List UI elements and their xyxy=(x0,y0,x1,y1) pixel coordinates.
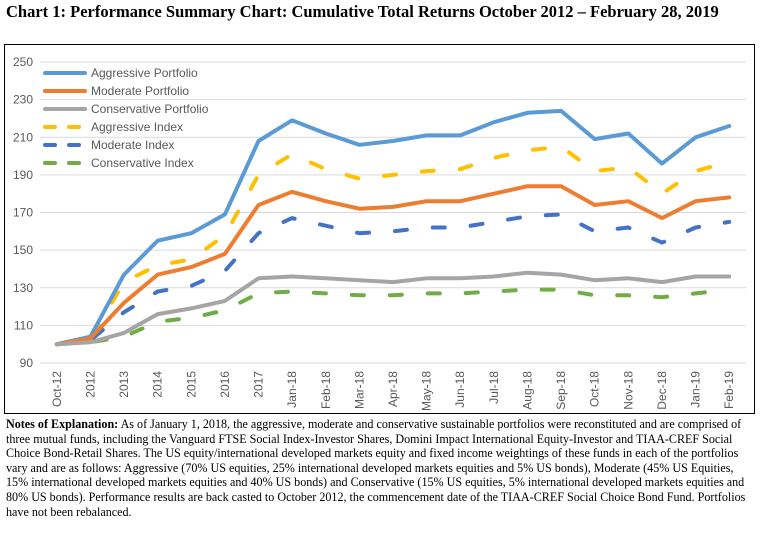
x-tick-label: Feb-19 xyxy=(722,371,736,409)
series-line-aggressive-index xyxy=(54,144,732,347)
x-tick-label: Sep-18 xyxy=(554,371,568,410)
y-tick-label: 110 xyxy=(14,318,33,332)
x-tick-label: Jan-18 xyxy=(285,371,299,408)
x-tick-label: Jul-18 xyxy=(487,371,501,404)
x-tick-label: Jun-18 xyxy=(453,371,467,408)
x-tick-label: Dec-18 xyxy=(655,371,669,410)
legend-label-aggressive-index: Aggressive Index xyxy=(91,120,183,134)
x-tick-label: 2015 xyxy=(184,371,198,398)
y-tick-label: 170 xyxy=(13,206,33,220)
series-line-conservative-index xyxy=(54,287,732,347)
x-tick-label: Mar-18 xyxy=(352,371,366,409)
y-tick-label: 130 xyxy=(13,281,33,295)
legend-label-aggressive-portfolio: Aggressive Portfolio xyxy=(91,66,198,80)
notes-heading: Notes of Explanation: xyxy=(6,417,119,431)
x-tick-label: Oct-12 xyxy=(50,371,64,407)
legend-label-conservative-index: Conservative Index xyxy=(91,156,194,170)
chart-frame: 90 110 130 150 170 190 210 230 250 Oct-12 2012 201… xyxy=(4,44,755,414)
x-tick-label: Apr-18 xyxy=(386,371,400,407)
series-line-aggressive-portfolio xyxy=(54,108,732,347)
legend-label-moderate-index: Moderate Index xyxy=(91,138,174,152)
series-line-conservative-portfolio xyxy=(54,270,732,347)
y-tick-label: 210 xyxy=(13,130,33,144)
series-line-moderate-index xyxy=(54,212,732,347)
notes-text: As of January 1, 2018, the aggressive, m… xyxy=(6,417,746,519)
x-tick-label: Feb-18 xyxy=(319,371,333,409)
y-tick-label: 230 xyxy=(13,93,33,107)
x-tick-label: 2013 xyxy=(117,371,131,398)
x-tick-label: 2017 xyxy=(252,371,266,398)
x-tick-label: Jan-19 xyxy=(689,371,703,408)
x-tick-label: 2012 xyxy=(83,371,97,398)
chart-title: Chart 1: Performance Summary Chart: Cumu… xyxy=(6,2,719,21)
y-tick-label: 250 xyxy=(13,55,33,69)
y-tick-label: 150 xyxy=(13,243,33,257)
legend-label-conservative-portfolio: Conservative Portfolio xyxy=(91,102,209,116)
x-tick-label: Oct-18 xyxy=(588,371,602,407)
y-tick-label: 90 xyxy=(20,356,34,370)
legend-label-moderate-portfolio: Moderate Portfolio xyxy=(91,84,189,98)
line-chart: 90 110 130 150 170 190 210 230 250 Oct-12 2012 201… xyxy=(13,55,746,411)
y-tick-label: 190 xyxy=(13,168,33,182)
x-tick-label: 2014 xyxy=(151,371,165,398)
x-tick-label: 2016 xyxy=(218,371,232,398)
x-tick-label: Aug-18 xyxy=(520,371,534,410)
x-tick-label: May-18 xyxy=(420,371,434,411)
notes-of-explanation: Notes of Explanation: As of January 1, 2… xyxy=(6,417,754,519)
series-line-moderate-portfolio xyxy=(54,184,732,347)
x-tick-label: Nov-18 xyxy=(621,371,635,410)
